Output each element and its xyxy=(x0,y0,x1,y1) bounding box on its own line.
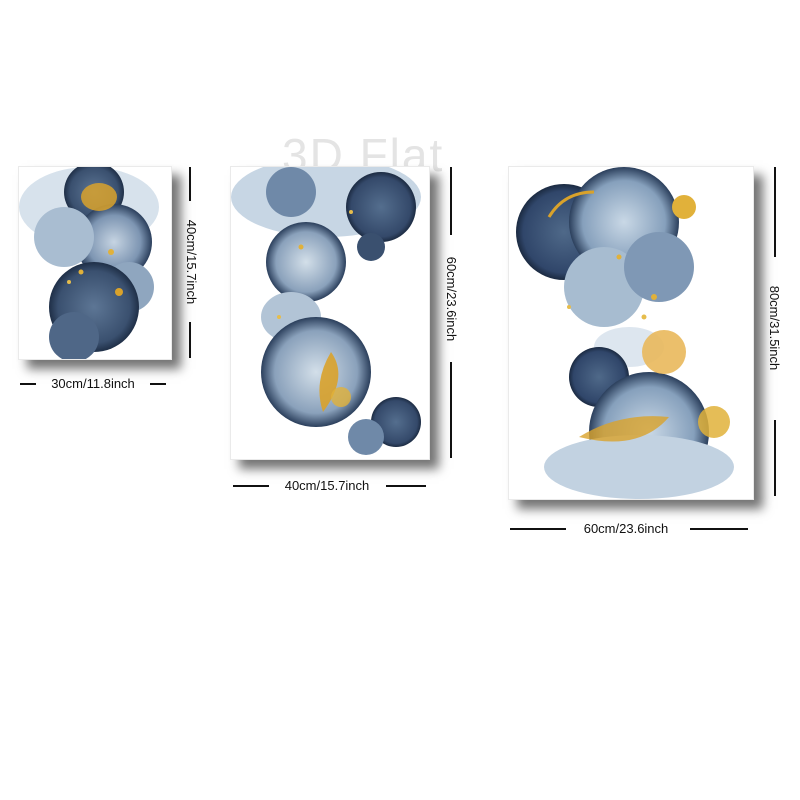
alcohol-ink-painting-large xyxy=(509,167,753,499)
dimension-line-small-width-right xyxy=(150,383,166,385)
canvas-medium xyxy=(230,166,430,460)
alcohol-ink-painting-medium xyxy=(231,167,429,459)
dimension-line-large-width-right xyxy=(690,528,748,530)
large-width-label: 60cm/23.6inch xyxy=(583,521,669,536)
canvas-small xyxy=(18,166,172,360)
dimension-line-medium-width-right xyxy=(386,485,426,487)
dimension-line-medium-width-left xyxy=(233,485,269,487)
canvas-large xyxy=(508,166,754,500)
medium-width-label: 40cm/15.7inch xyxy=(284,478,370,493)
dimension-line-large-width-left xyxy=(510,528,566,530)
dimension-line-small-height-top xyxy=(189,167,191,201)
dimension-line-large-height-top xyxy=(774,167,776,257)
dimension-line-medium-height-top xyxy=(450,167,452,235)
dimension-line-small-height-bottom xyxy=(189,322,191,358)
dimension-line-large-height-bottom xyxy=(774,420,776,496)
dimension-line-small-width-left xyxy=(20,383,36,385)
dimension-line-medium-height-bottom xyxy=(450,362,452,458)
large-height-label: 80cm/31.5inch xyxy=(767,285,782,371)
medium-height-label: 60cm/23.6inch xyxy=(444,256,459,342)
small-width-label: 30cm/11.8inch xyxy=(51,376,135,391)
alcohol-ink-painting-small xyxy=(19,167,171,359)
small-height-label: 40cm/15.7inch xyxy=(184,219,199,305)
